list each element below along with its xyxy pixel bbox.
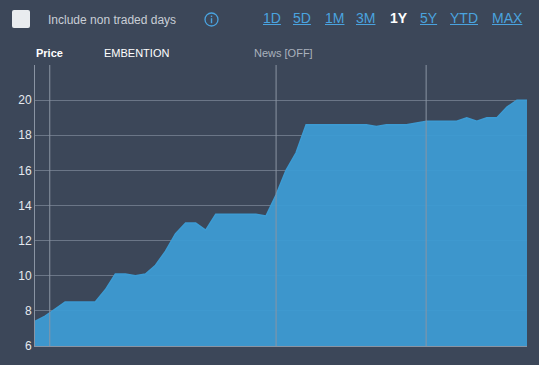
- svg-text:6: 6: [25, 339, 32, 353]
- html-text:5D: 5D: [293, 10, 311, 26]
- svg-text:12: 12: [18, 234, 32, 248]
- svg-text:16: 16: [18, 164, 32, 178]
- html-text:5Y: 5Y: [420, 10, 438, 26]
- html-text:Include non traded days: Include non traded days: [48, 13, 177, 27]
- html-text:Price: Price: [36, 47, 63, 59]
- svg-text:18: 18: [18, 128, 32, 142]
- html-text:YTD: YTD: [450, 10, 478, 26]
- html-text:1Y: 1Y: [390, 10, 408, 26]
- html-text:1M: 1M: [325, 10, 345, 26]
- html-text:1D: 1D: [263, 10, 281, 26]
- svg-text:10: 10: [18, 269, 32, 283]
- html-text:EMBENTION: EMBENTION: [104, 47, 170, 59]
- html-text:MAX: MAX: [492, 10, 523, 26]
- svg-text:8: 8: [25, 304, 32, 318]
- svg-text:20: 20: [18, 93, 32, 107]
- html-text:3M: 3M: [356, 10, 376, 26]
- html-text:News [OFF]: News [OFF]: [254, 47, 313, 59]
- svg-text:14: 14: [18, 199, 32, 213]
